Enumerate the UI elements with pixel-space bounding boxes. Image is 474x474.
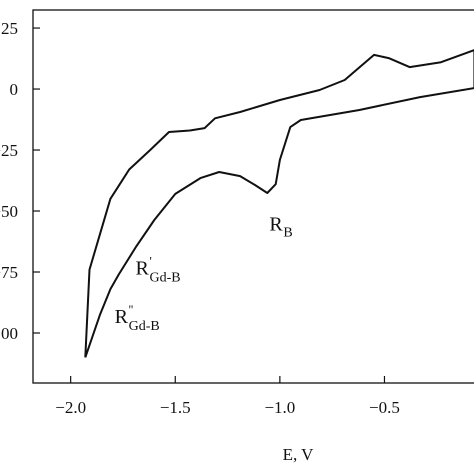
x-tick-label: −0.5 <box>369 398 400 417</box>
x-tick-label: −1.0 <box>264 398 295 417</box>
y-tick-label: −25 <box>0 141 18 160</box>
annotation-main: R <box>269 214 283 236</box>
y-tick-label: 25 <box>1 19 18 38</box>
annotation: R' Gd-B <box>136 253 181 285</box>
annotation-sub: B <box>283 226 292 241</box>
plot-frame <box>32 9 474 384</box>
annotation-sub: Gd-B <box>150 270 181 285</box>
y-tick-label: −50 <box>0 202 18 221</box>
annotation: R'' Gd-B <box>115 302 160 334</box>
y-tick-label: 0 <box>10 80 19 99</box>
y-tick-label: −75 <box>0 263 18 282</box>
x-tick-label: −1.5 <box>160 398 191 417</box>
annotation-sub: Gd-B <box>129 319 160 334</box>
annotation-sup: '' <box>129 302 134 317</box>
x-axis-label: E, V <box>283 445 315 464</box>
annotation-sup: ' <box>150 253 152 268</box>
y-tick-label: −100 <box>0 324 18 343</box>
cv-curve <box>84 49 474 358</box>
annotation-main: R <box>136 257 150 279</box>
annotation: RB <box>269 214 292 241</box>
annotation-main: R <box>115 306 129 328</box>
x-tick-label: −2.0 <box>55 398 86 417</box>
